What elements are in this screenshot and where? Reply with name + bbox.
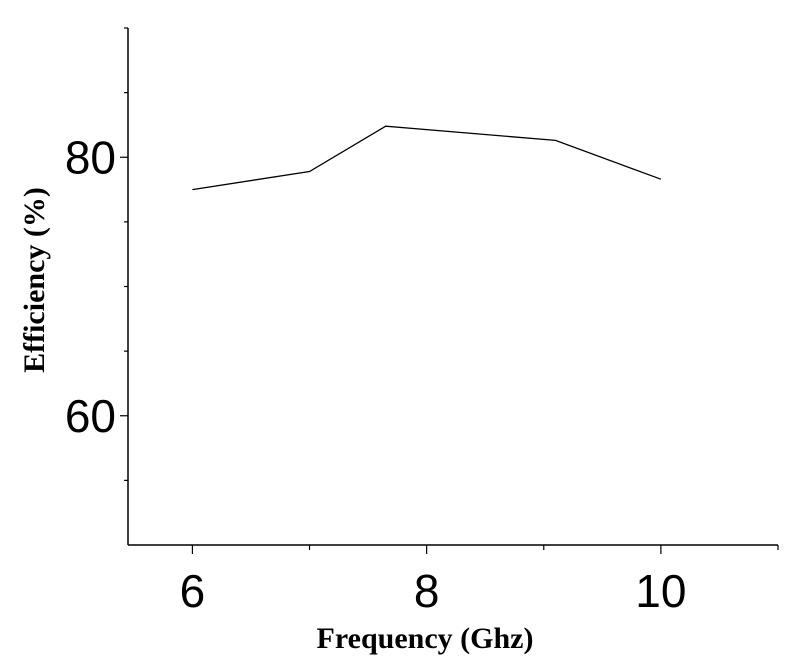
- x-tick-label: 6: [180, 565, 206, 617]
- x-axis-title: Frequency (Ghz): [317, 622, 534, 655]
- x-ticks: 6 8 10: [180, 545, 779, 617]
- axes: [127, 28, 778, 546]
- series-layer: [192, 125, 662, 191]
- y-tick-label: 80: [65, 131, 116, 183]
- y-ticks: 60 80: [65, 27, 128, 481]
- series-line-0: [192, 125, 662, 191]
- y-axis-title: Efficiency (%): [18, 187, 51, 373]
- x-tick-label: 8: [414, 565, 440, 617]
- x-tick-label: 10: [635, 565, 686, 617]
- y-tick-label: 60: [65, 390, 116, 442]
